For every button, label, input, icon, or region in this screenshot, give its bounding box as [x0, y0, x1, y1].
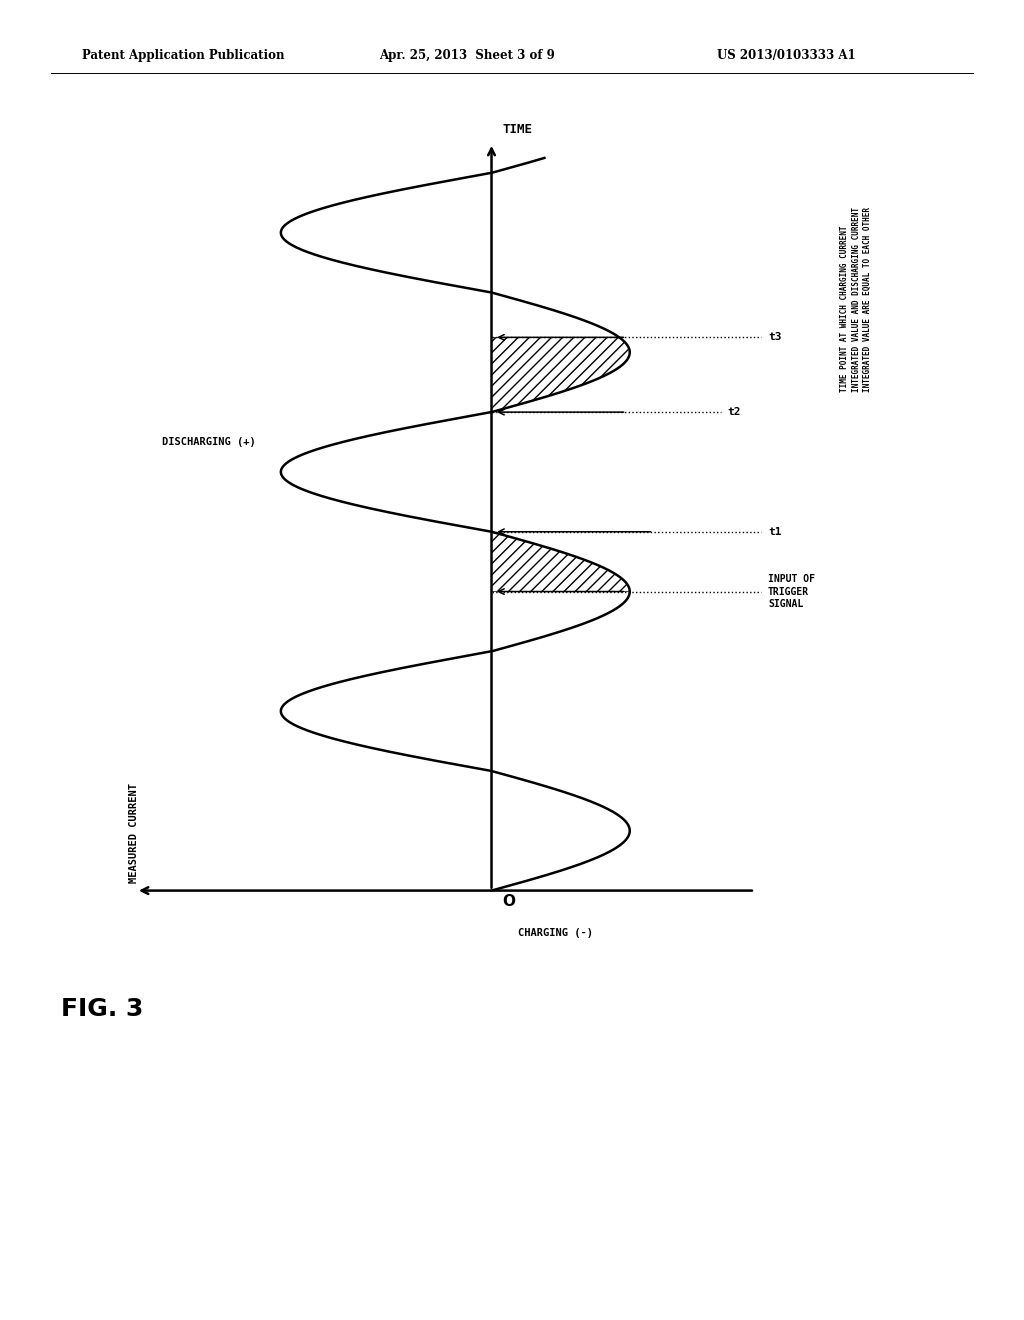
Text: FIG. 3: FIG. 3 — [61, 997, 143, 1020]
Text: DISCHARGING (+): DISCHARGING (+) — [163, 437, 256, 447]
Text: Patent Application Publication: Patent Application Publication — [82, 49, 285, 62]
Text: MEASURED CURRENT: MEASURED CURRENT — [129, 783, 139, 883]
Text: t2: t2 — [727, 407, 741, 417]
Text: INPUT OF
TRIGGER
SIGNAL: INPUT OF TRIGGER SIGNAL — [768, 574, 815, 609]
Text: t1: t1 — [768, 527, 781, 537]
Text: t3: t3 — [768, 333, 781, 342]
Text: US 2013/0103333 A1: US 2013/0103333 A1 — [717, 49, 855, 62]
Text: Apr. 25, 2013  Sheet 3 of 9: Apr. 25, 2013 Sheet 3 of 9 — [379, 49, 555, 62]
Text: O: O — [502, 895, 515, 909]
Text: TIME: TIME — [502, 123, 532, 136]
Text: TIME POINT AT WHICH CHARGING CURRENT
INTEGRATED VALUE AND DISCHARGING CURRENT
IN: TIME POINT AT WHICH CHARGING CURRENT INT… — [841, 207, 871, 392]
Text: CHARGING (-): CHARGING (-) — [518, 928, 593, 939]
